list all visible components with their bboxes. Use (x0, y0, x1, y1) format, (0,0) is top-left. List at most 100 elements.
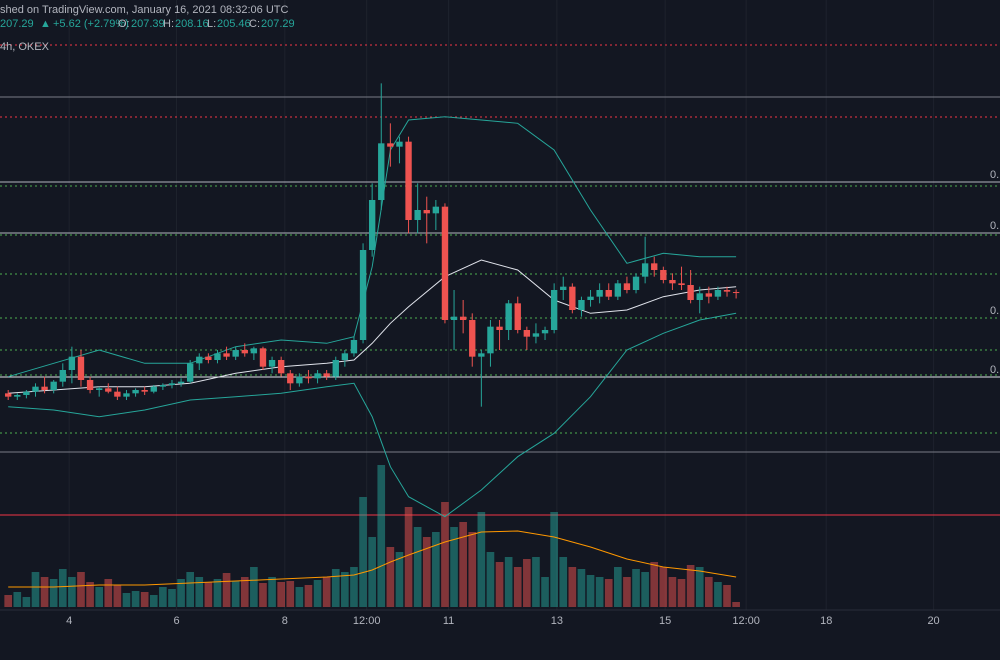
candle-body (114, 391, 121, 397)
candle-body (596, 290, 603, 297)
volume-bar (568, 567, 577, 607)
candle-body (523, 330, 531, 337)
volume-bar (322, 577, 331, 607)
volume-bar (413, 527, 422, 607)
candle-body (68, 356, 76, 370)
volume-bar (359, 497, 367, 607)
candle-body (669, 280, 676, 284)
candle-body (186, 363, 194, 382)
level-label: 0. (990, 169, 999, 181)
candle-body (541, 330, 549, 334)
volume-bar (304, 585, 313, 607)
volume-bar (68, 577, 76, 607)
volume-bar (559, 557, 568, 607)
volume-bar (695, 567, 704, 607)
x-tick-label: 15 (659, 615, 671, 627)
x-tick-label: 6 (173, 615, 179, 627)
candle-body (287, 373, 294, 384)
candle-body (5, 393, 12, 397)
high: 208.16 (175, 18, 209, 30)
candle-body (641, 263, 649, 277)
candle-body (95, 388, 103, 390)
volume-bar (295, 587, 304, 607)
change-arrow: ▲ (40, 18, 51, 30)
candle-body (432, 206, 440, 214)
candle-body (32, 386, 39, 392)
volume-bar (86, 582, 94, 607)
volume-bar (404, 507, 413, 607)
candle-body (205, 356, 212, 360)
close-label: C: (249, 18, 260, 30)
candle-body (614, 283, 622, 297)
candle-body (387, 143, 394, 147)
candle-body (250, 348, 258, 354)
volume-bar (259, 583, 267, 607)
volume-bar (159, 587, 167, 607)
candle-body (560, 286, 567, 290)
volume-bar (432, 532, 440, 607)
volume-bar (40, 577, 49, 607)
volume-bar (577, 569, 586, 607)
candle-body (196, 356, 203, 364)
volume-bar (222, 573, 231, 607)
volume-bar (195, 577, 204, 607)
volume-bar (732, 602, 740, 607)
volume-bar (186, 572, 194, 607)
volume-bar (550, 512, 558, 607)
volume-bar (459, 522, 467, 607)
candle-body (59, 370, 66, 382)
candle-body (268, 360, 276, 367)
candle-body (378, 143, 385, 200)
candle-body (505, 303, 512, 330)
volume-bar (268, 577, 276, 607)
volume-bar (231, 581, 240, 607)
volume-bar (22, 597, 31, 607)
open-label: O: (118, 18, 130, 30)
volume-bar (4, 595, 13, 607)
candle-body (723, 290, 731, 292)
volume-bar (341, 572, 349, 607)
volume-bar (113, 585, 122, 607)
volume-bar (595, 577, 604, 607)
candle-body (714, 290, 722, 297)
candle-body (105, 388, 112, 392)
low-label: L: (207, 18, 216, 30)
volume-bar (131, 591, 140, 607)
level-label: 0. (990, 305, 999, 317)
volume-bar (122, 593, 131, 607)
volume-bar (140, 592, 149, 607)
close: 207.29 (261, 18, 295, 30)
candle-body (660, 270, 667, 280)
candle-body (450, 316, 458, 320)
x-tick-label: 11 (443, 615, 454, 627)
volume-bar (331, 569, 340, 607)
candle-body (732, 292, 740, 294)
volume-bar (58, 569, 67, 607)
candle-body (678, 283, 685, 285)
volume-bar (586, 575, 595, 607)
candle-body (632, 276, 640, 290)
volume-bar (650, 562, 659, 607)
volume-bar (213, 579, 222, 607)
volume-bar (168, 589, 176, 607)
candle-body (168, 383, 176, 385)
candle-body (332, 360, 339, 377)
level-label: 0. (990, 364, 999, 376)
published: shed on TradingView.com, January 16, 202… (0, 4, 288, 16)
volume-bar (705, 577, 713, 607)
candle-body (405, 141, 412, 220)
candle-body (696, 293, 703, 300)
candle-body (123, 393, 130, 397)
volume-bar (659, 567, 668, 607)
candle-body (532, 333, 540, 337)
header: shed on TradingView.com, January 16, 202… (0, 4, 295, 53)
volume-bar (313, 580, 322, 607)
candle-body (259, 348, 267, 367)
volume-bar (368, 537, 376, 607)
high-label: H: (163, 18, 174, 30)
volume-bar (513, 567, 522, 607)
volume-bar (604, 579, 613, 607)
volume-bar (204, 582, 213, 607)
candle-body (396, 141, 403, 147)
